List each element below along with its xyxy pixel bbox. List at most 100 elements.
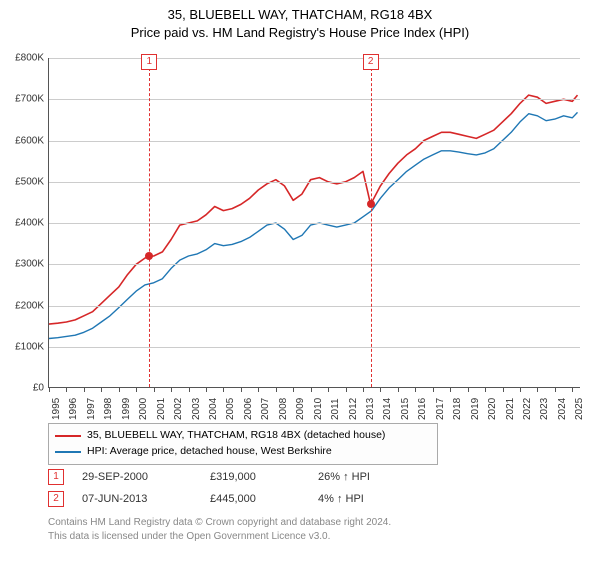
- xtick: [363, 387, 364, 392]
- xtick: [293, 387, 294, 392]
- ytick-label: £800K: [0, 53, 44, 64]
- title-address: 35, BLUEBELL WAY, THATCHAM, RG18 4BX: [0, 6, 600, 24]
- plot-area: 12: [48, 58, 580, 388]
- ytick-label: £400K: [0, 218, 44, 229]
- xtick: [503, 387, 504, 392]
- series-line-property: [49, 95, 578, 324]
- footer-attribution: Contains HM Land Registry data © Crown c…: [48, 516, 391, 543]
- xtick: [189, 387, 190, 392]
- xtick: [136, 387, 137, 392]
- xtick-label: 2025: [574, 398, 585, 420]
- sale-price: £445,000: [210, 493, 300, 505]
- xtick: [84, 387, 85, 392]
- xtick-label: 2017: [435, 398, 446, 420]
- xtick-label: 2006: [243, 398, 254, 420]
- xtick: [171, 387, 172, 392]
- xtick-label: 1995: [51, 398, 62, 420]
- xtick-label: 2008: [278, 398, 289, 420]
- xtick: [433, 387, 434, 392]
- sale-vertical-line: [149, 58, 150, 387]
- gridline-h: [49, 264, 580, 265]
- gridline-h: [49, 347, 580, 348]
- legend-box: 35, BLUEBELL WAY, THATCHAM, RG18 4BX (de…: [48, 423, 438, 465]
- xtick: [241, 387, 242, 392]
- sale-price: £319,000: [210, 471, 300, 483]
- xtick-label: 2021: [505, 398, 516, 420]
- sale-point: [145, 252, 153, 260]
- arrow-up-icon: ↑: [343, 471, 349, 483]
- xtick: [49, 387, 50, 392]
- sales-table: 129-SEP-2000£319,00026% ↑ HPI207-JUN-201…: [48, 466, 428, 510]
- xtick: [101, 387, 102, 392]
- xtick: [485, 387, 486, 392]
- ytick-label: £600K: [0, 135, 44, 146]
- xtick: [415, 387, 416, 392]
- sale-point: [367, 200, 375, 208]
- xtick-label: 2010: [313, 398, 324, 420]
- sale-vertical-line: [371, 58, 372, 387]
- xtick: [380, 387, 381, 392]
- sale-marker: 1: [141, 54, 157, 70]
- xtick: [154, 387, 155, 392]
- xtick-label: 2022: [522, 398, 533, 420]
- xtick-label: 2005: [225, 398, 236, 420]
- xtick-label: 2002: [173, 398, 184, 420]
- xtick: [555, 387, 556, 392]
- gridline-h: [49, 306, 580, 307]
- sale-index-box: 1: [48, 469, 64, 485]
- ytick-label: £500K: [0, 176, 44, 187]
- xtick-label: 2001: [156, 398, 167, 420]
- ytick-label: £100K: [0, 341, 44, 352]
- footer-line2: This data is licensed under the Open Gov…: [48, 530, 391, 544]
- xtick: [468, 387, 469, 392]
- xtick-label: 2014: [382, 398, 393, 420]
- sale-delta: 26% ↑ HPI: [318, 471, 428, 483]
- arrow-up-icon: ↑: [337, 493, 343, 505]
- ytick-label: £0: [0, 383, 44, 394]
- gridline-h: [49, 182, 580, 183]
- xtick: [572, 387, 573, 392]
- xtick-label: 2009: [295, 398, 306, 420]
- xtick-label: 2012: [348, 398, 359, 420]
- xtick-label: 2003: [191, 398, 202, 420]
- xtick: [206, 387, 207, 392]
- legend-label-property: 35, BLUEBELL WAY, THATCHAM, RG18 4BX (de…: [87, 428, 385, 444]
- ytick-label: £700K: [0, 94, 44, 105]
- sale-table-row: 207-JUN-2013£445,0004% ↑ HPI: [48, 488, 428, 510]
- xtick-label: 2007: [260, 398, 271, 420]
- xtick: [311, 387, 312, 392]
- xtick: [119, 387, 120, 392]
- xtick-label: 1999: [121, 398, 132, 420]
- sale-marker: 2: [363, 54, 379, 70]
- xtick-label: 2004: [208, 398, 219, 420]
- xtick-label: 1998: [103, 398, 114, 420]
- xtick-label: 2015: [400, 398, 411, 420]
- xtick-label: 2011: [330, 398, 341, 420]
- legend-swatch-property: [55, 435, 81, 437]
- legend-row-property: 35, BLUEBELL WAY, THATCHAM, RG18 4BX (de…: [55, 428, 431, 444]
- ytick-label: £200K: [0, 300, 44, 311]
- sale-delta: 4% ↑ HPI: [318, 493, 428, 505]
- gridline-h: [49, 58, 580, 59]
- title-subtitle: Price paid vs. HM Land Registry's House …: [0, 24, 600, 42]
- legend-row-hpi: HPI: Average price, detached house, West…: [55, 444, 431, 460]
- chart-title: 35, BLUEBELL WAY, THATCHAM, RG18 4BX Pri…: [0, 6, 600, 42]
- sale-date: 29-SEP-2000: [82, 471, 192, 483]
- gridline-h: [49, 99, 580, 100]
- footer-line1: Contains HM Land Registry data © Crown c…: [48, 516, 391, 530]
- xtick: [66, 387, 67, 392]
- sale-index-box: 2: [48, 491, 64, 507]
- xtick-label: 2013: [365, 398, 376, 420]
- xtick: [346, 387, 347, 392]
- gridline-h: [49, 223, 580, 224]
- sale-table-row: 1 29-SEP-2000 £319,000 26% ↑ HPI: [48, 466, 428, 488]
- xtick-label: 2020: [487, 398, 498, 420]
- xtick: [328, 387, 329, 392]
- xtick: [258, 387, 259, 392]
- xtick-label: 1997: [86, 398, 97, 420]
- xtick-label: 1996: [68, 398, 79, 420]
- xtick-label: 2018: [452, 398, 463, 420]
- xtick-label: 2000: [138, 398, 149, 420]
- xtick: [398, 387, 399, 392]
- legend-swatch-hpi: [55, 451, 81, 453]
